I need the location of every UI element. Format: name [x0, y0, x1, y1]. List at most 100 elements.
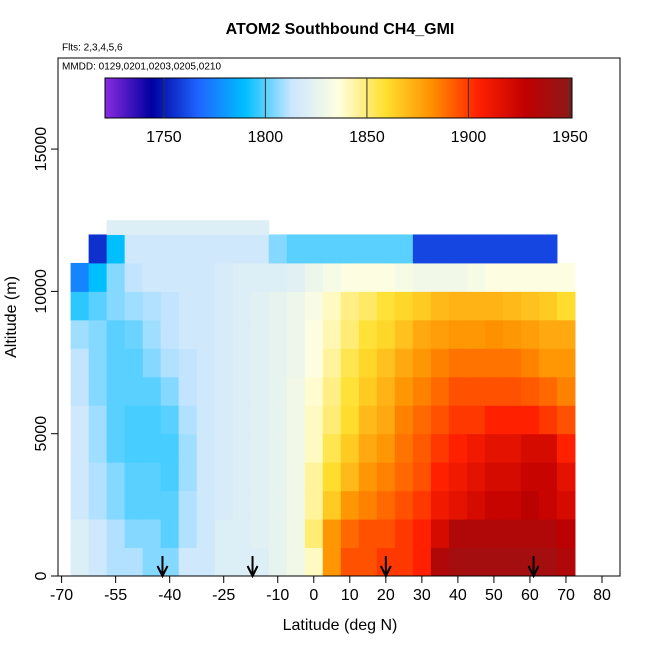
cell: [340, 405, 360, 435]
cell: [394, 547, 414, 577]
x-tick-label: 30: [413, 587, 431, 604]
cell: [358, 433, 378, 463]
cell: [286, 547, 306, 577]
cell: [448, 376, 468, 406]
cell: [106, 405, 126, 435]
cell: [556, 376, 576, 406]
cell: [304, 234, 324, 264]
cell: [412, 462, 432, 492]
cell: [304, 490, 324, 520]
cell: [520, 234, 540, 264]
cell: [502, 462, 522, 492]
cell: [88, 462, 108, 492]
cell: [466, 433, 486, 463]
cell: [394, 262, 414, 292]
cell: [250, 405, 270, 435]
cell: [250, 462, 270, 492]
cell: [538, 319, 558, 349]
cell: [178, 291, 198, 321]
cell: [142, 376, 162, 406]
cell: [142, 405, 162, 435]
cell: [250, 319, 270, 349]
cell: [196, 405, 216, 435]
cell: [466, 262, 486, 292]
cell: [520, 490, 540, 520]
cell: [538, 462, 558, 492]
cell: [178, 220, 198, 235]
cell: [340, 547, 360, 577]
cell: [340, 433, 360, 463]
cell: [484, 262, 504, 292]
colorbar: [104, 77, 573, 119]
cell: [304, 519, 324, 549]
cell: [268, 262, 288, 292]
cell: [304, 262, 324, 292]
cell: [268, 547, 288, 577]
cell: [214, 319, 234, 349]
x-tick-label: 10: [341, 587, 359, 604]
cell: [322, 547, 342, 577]
cell: [214, 376, 234, 406]
cell: [394, 291, 414, 321]
cell: [268, 291, 288, 321]
cell: [70, 291, 90, 321]
cell: [196, 490, 216, 520]
cell: [556, 405, 576, 435]
cell: [520, 433, 540, 463]
cell: [376, 490, 396, 520]
cell: [322, 519, 342, 549]
cell: [106, 433, 126, 463]
x-tick-label: -40: [158, 587, 181, 604]
cell: [556, 262, 576, 292]
cell: [358, 262, 378, 292]
cell: [538, 405, 558, 435]
cell: [322, 433, 342, 463]
cell: [448, 262, 468, 292]
cell: [430, 462, 450, 492]
cell: [250, 291, 270, 321]
cell: [88, 319, 108, 349]
cell: [376, 376, 396, 406]
cell: [430, 319, 450, 349]
cell: [376, 462, 396, 492]
subtitle: Flts: 2,3,4,5,6: [62, 43, 123, 54]
cell: [286, 319, 306, 349]
cell: [268, 376, 288, 406]
cell: [556, 519, 576, 549]
cell: [160, 291, 180, 321]
cell: [304, 547, 324, 577]
cell: [520, 462, 540, 492]
cell: [70, 547, 90, 577]
cell: [88, 490, 108, 520]
cell: [160, 490, 180, 520]
cell: [124, 376, 144, 406]
cell: [376, 262, 396, 292]
cell: [448, 348, 468, 378]
cell: [376, 519, 396, 549]
cell: [502, 519, 522, 549]
cell: [448, 490, 468, 520]
cell: [520, 319, 540, 349]
cell: [502, 262, 522, 292]
x-tick-label: 60: [521, 587, 539, 604]
cell: [88, 291, 108, 321]
cell: [412, 433, 432, 463]
cell: [142, 348, 162, 378]
cell: [556, 291, 576, 321]
cell: [484, 433, 504, 463]
cell: [106, 376, 126, 406]
plot-frame: [57, 57, 621, 577]
cell: [322, 262, 342, 292]
cell: [178, 547, 198, 577]
cell: [106, 490, 126, 520]
cell: [268, 234, 288, 264]
cell: [448, 291, 468, 321]
cell: [466, 547, 486, 577]
colorbar-tick-label: 1850: [349, 129, 385, 146]
cell: [232, 291, 252, 321]
cell: [142, 462, 162, 492]
cell: [196, 376, 216, 406]
cell: [250, 234, 270, 264]
cell: [484, 348, 504, 378]
cell: [502, 291, 522, 321]
